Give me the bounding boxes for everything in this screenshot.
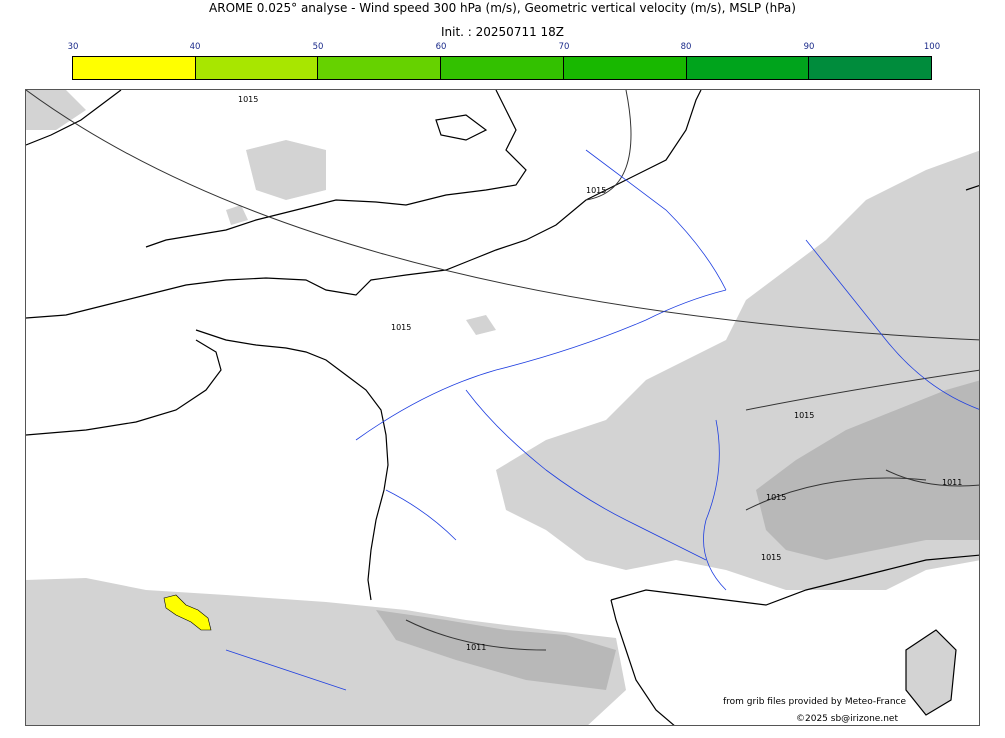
isobar-label: 1011 — [942, 478, 962, 487]
isobar-label: 1015 — [766, 493, 786, 502]
colorbar-tick-70: 70 — [558, 42, 570, 52]
isobar-label: 1015 — [794, 411, 814, 420]
map-canvas: 1015 1015 1015 1015 1015 1015 1011 1011 — [26, 90, 979, 725]
weather-map[interactable]: 1015 1015 1015 1015 1015 1015 1011 1011 — [25, 89, 980, 726]
colorbar-tick-60: 60 — [435, 42, 447, 52]
wind-speed-colorbar — [72, 56, 932, 80]
colorbar-tick-100: 100 — [923, 42, 941, 52]
copyright: ©2025 sb@irizone.net — [796, 714, 898, 724]
terrain-shading — [26, 90, 979, 725]
colorbar-segment-30-40 — [73, 57, 196, 79]
map-title: AROME 0.025° analyse - Wind speed 300 hP… — [209, 1, 796, 15]
colorbar-segment-70-80 — [563, 57, 687, 79]
coastlines — [26, 90, 979, 725]
colorbar-tick-40: 40 — [189, 42, 201, 52]
colorbar-segment-60-70 — [441, 57, 564, 79]
rivers — [225, 149, 979, 691]
colorbar-tick-30: 30 — [67, 42, 79, 52]
isobar-label: 1015 — [761, 553, 781, 562]
colorbar-tick-90: 90 — [803, 42, 815, 52]
init-time: Init. : 20250711 18Z — [440, 25, 565, 39]
isobar-labels: 1015 1015 1015 1015 1015 1015 1011 1011 — [238, 95, 962, 652]
isobar-label: 1015 — [391, 323, 411, 332]
colorbar-tick-50: 50 — [312, 42, 324, 52]
source-credit: from grib files provided by Meteo-France — [723, 697, 907, 707]
isobar-label: 1011 — [466, 643, 486, 652]
isobars — [26, 90, 979, 651]
isobar-label: 1015 — [238, 95, 258, 104]
isobar-label: 1015 — [586, 186, 606, 195]
wind-highlight — [163, 594, 212, 631]
colorbar-segment-40-50 — [195, 57, 319, 79]
colorbar-segment-50-60 — [318, 57, 442, 79]
colorbar-segment-80-90 — [686, 57, 810, 79]
colorbar-tick-80: 80 — [680, 42, 692, 52]
colorbar-segment-90-100 — [809, 57, 932, 79]
